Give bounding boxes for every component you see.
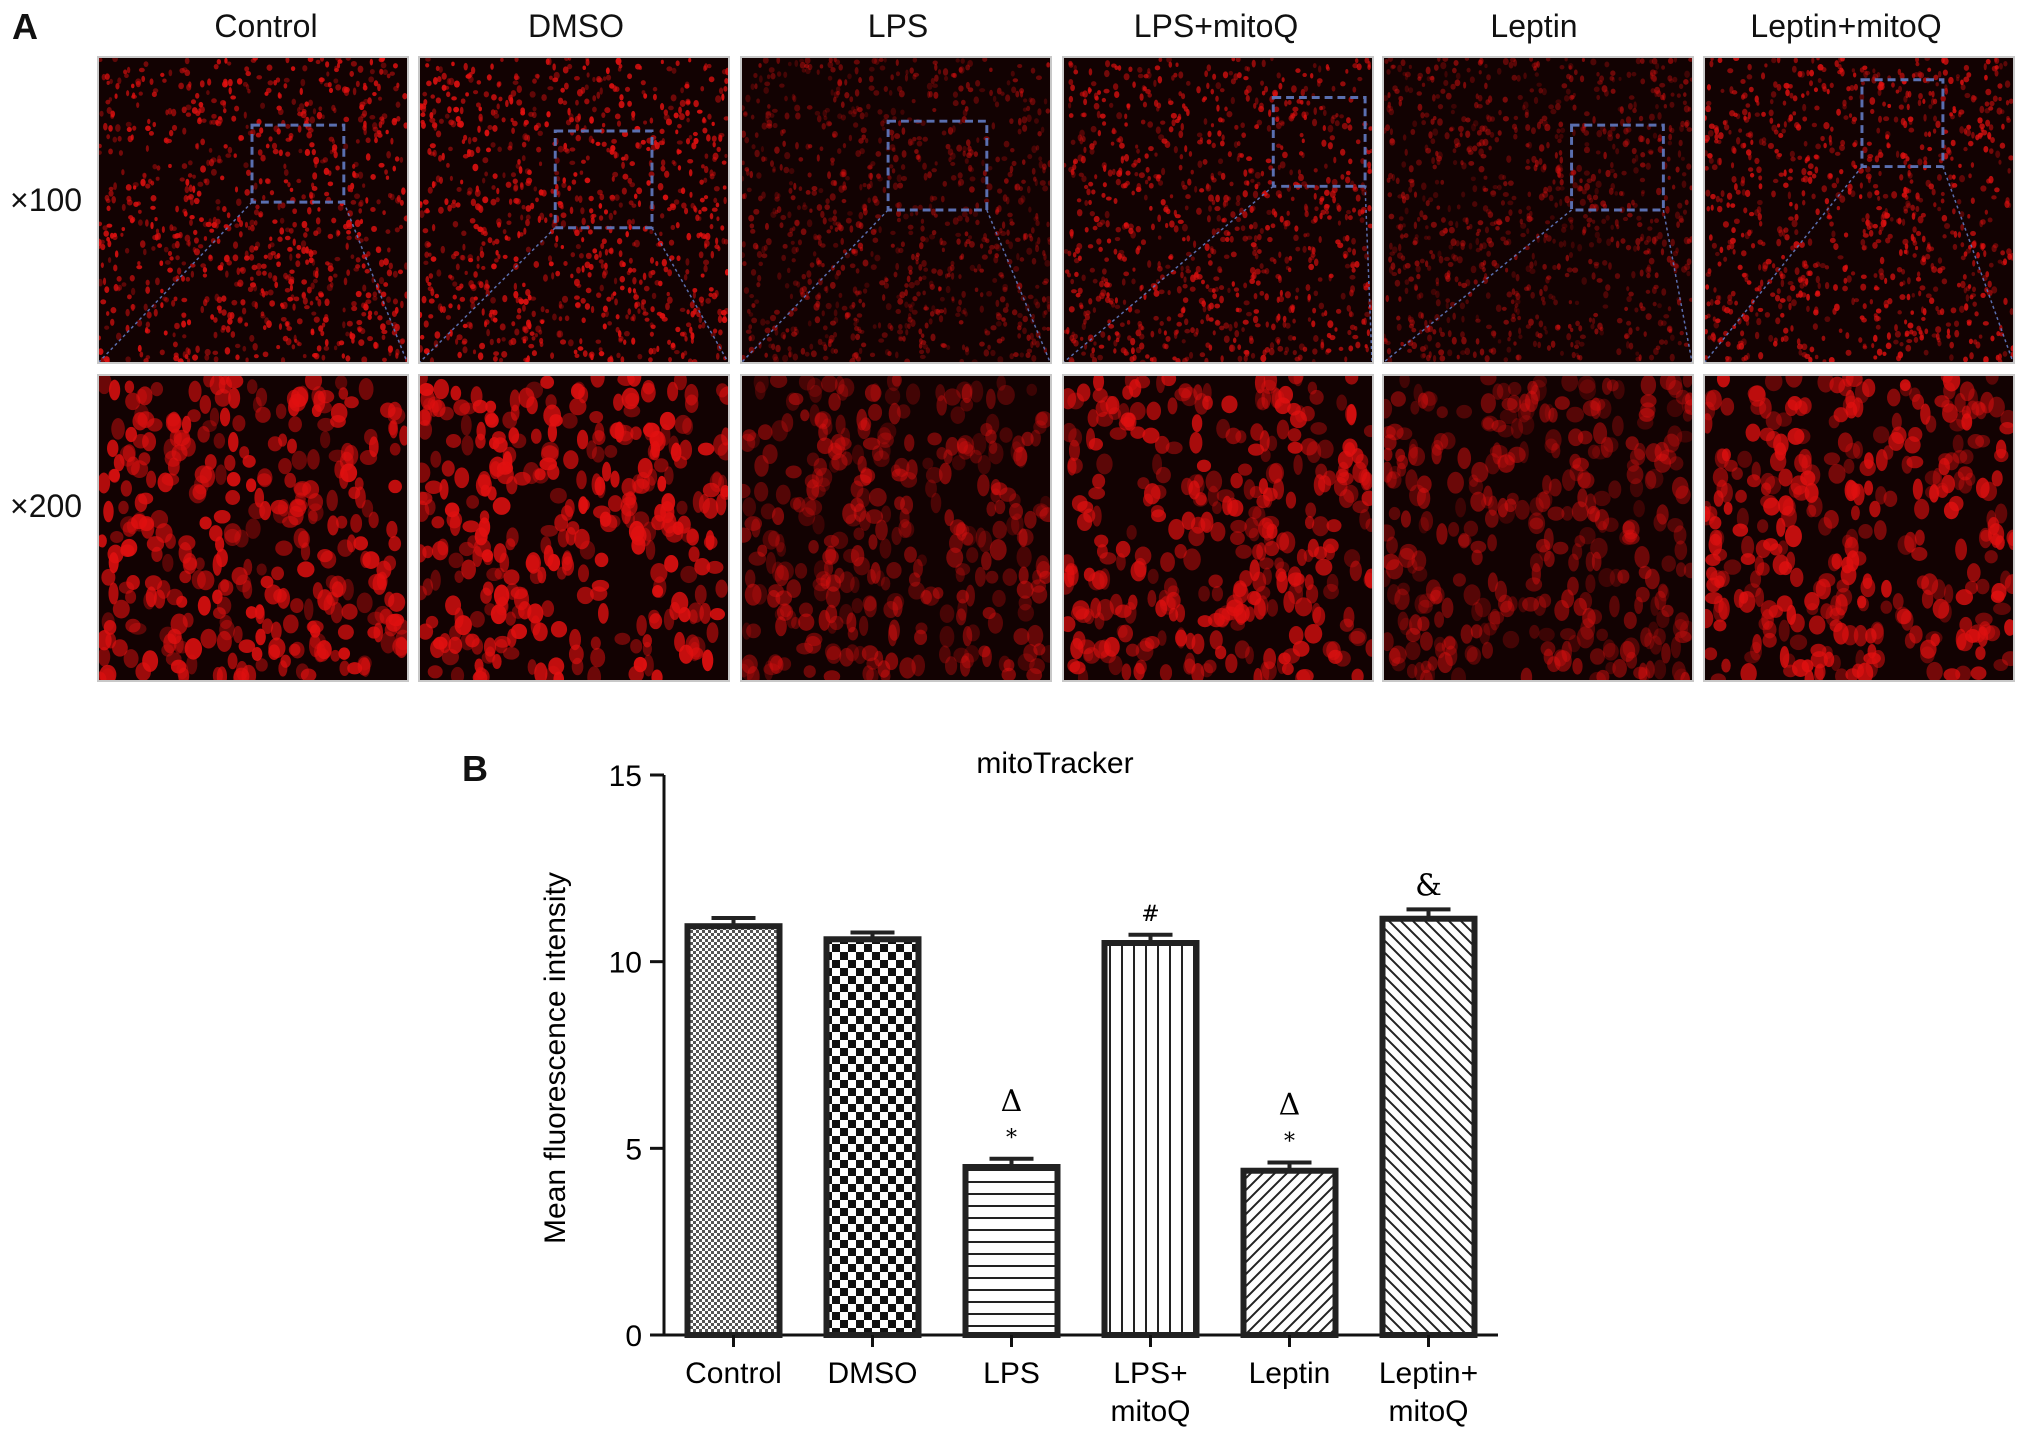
micrograph-lps-x200 bbox=[740, 374, 1052, 682]
bar-leptin-mitoq bbox=[1379, 915, 1478, 1338]
column-title-leptin: Leptin bbox=[1490, 8, 1578, 44]
annotation-leptin-mitoq-0: & bbox=[1415, 868, 1442, 903]
x-tick-label-lps: LPS bbox=[983, 1357, 1040, 1390]
micrograph-control-x200 bbox=[97, 374, 409, 682]
y-tick-label-5: 5 bbox=[625, 1133, 642, 1166]
x-tick-label-leptin-mitoq: Leptin+ bbox=[1379, 1357, 1478, 1390]
x-tick-label-lps-mitoq: LPS+ bbox=[1113, 1357, 1187, 1390]
micrograph-leptin-mitoq-x200 bbox=[1703, 374, 2015, 682]
micrograph-dmso-x200 bbox=[418, 374, 730, 682]
micrograph-lps-mitoq-x200 bbox=[1062, 374, 1374, 682]
bar-dmso bbox=[823, 936, 922, 1338]
column-title-dmso: DMSO bbox=[528, 8, 624, 44]
annotation-leptin-0: Δ bbox=[1279, 1088, 1301, 1123]
y-axis-label: Mean fluorescence intensity bbox=[539, 872, 572, 1244]
annotation-lps-mitoq-0: # bbox=[1141, 902, 1159, 927]
x-tick-label-control: Control bbox=[685, 1357, 782, 1390]
y-tick-label-10: 10 bbox=[609, 947, 642, 980]
column-title-control: Control bbox=[214, 8, 318, 44]
bar-lps-mitoq bbox=[1101, 940, 1200, 1338]
bar-control bbox=[684, 923, 783, 1338]
x-tick-label-lps-mitoq-line2: mitoQ bbox=[1110, 1395, 1190, 1428]
micrograph-control-x100 bbox=[97, 56, 409, 364]
y-tick-label-0: 0 bbox=[625, 1320, 642, 1353]
bar-lps bbox=[962, 1164, 1061, 1338]
bar-leptin bbox=[1240, 1167, 1339, 1338]
micrograph-leptin-x200 bbox=[1382, 374, 1694, 682]
x-tick-label-dmso: DMSO bbox=[828, 1357, 918, 1390]
micrograph-lps-mitoq-x100 bbox=[1062, 56, 1374, 364]
panel-a-letter: A bbox=[12, 6, 38, 47]
annotation-leptin-1: * bbox=[1284, 1130, 1295, 1155]
micrograph-dmso-x100 bbox=[418, 56, 730, 364]
micrograph-lps-x100 bbox=[740, 56, 1052, 364]
x-tick-label-leptin: Leptin bbox=[1249, 1357, 1331, 1390]
x-tick-label-leptin-mitoq-line2: mitoQ bbox=[1388, 1395, 1468, 1428]
column-title-leptin-mitoq: Leptin+mitoQ bbox=[1750, 8, 1942, 44]
annotation-lps-1: * bbox=[1006, 1126, 1017, 1151]
annotation-lps-0: Δ bbox=[1001, 1084, 1023, 1119]
column-title-lps-mitoq: LPS+mitoQ bbox=[1133, 8, 1299, 44]
y-tick-label-15: 15 bbox=[609, 760, 642, 793]
row-label-100x: ×100 bbox=[10, 182, 83, 218]
micrograph-leptin-mitoq-x100 bbox=[1703, 56, 2015, 364]
column-title-lps: LPS bbox=[867, 8, 929, 44]
row-label-200x: ×200 bbox=[10, 488, 83, 524]
micrograph-leptin-x100 bbox=[1382, 56, 1694, 364]
panel-b-letter: B bbox=[462, 748, 488, 789]
chart-title: mitoTracker bbox=[976, 747, 1133, 780]
